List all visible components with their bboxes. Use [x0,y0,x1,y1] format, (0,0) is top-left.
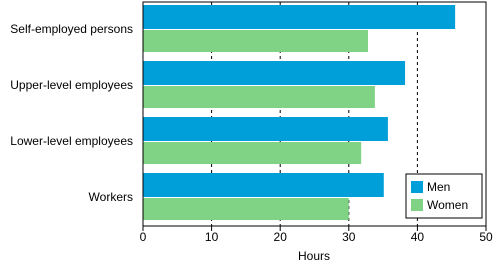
bar [143,5,456,29]
x-axis-label: Hours [298,249,330,263]
bar [143,61,406,85]
x-tick-label: 40 [411,230,425,244]
y-tick-label: Lower-level employees [10,134,133,148]
bar [143,86,375,108]
bar [143,30,369,52]
y-tick-label: Upper-level employees [10,78,133,92]
plot-frame [142,1,487,227]
x-tick-label: 20 [274,230,288,244]
y-tick-label: Self-employed persons [10,22,133,36]
x-tick-label: 10 [205,230,219,244]
x-tick-label: 0 [140,230,147,244]
bar [143,117,388,141]
bar [143,198,349,220]
bar [143,173,384,197]
legend-swatch [411,181,423,193]
bar [143,142,362,164]
x-tick-label: 30 [342,230,356,244]
legend-label: Men [427,180,450,194]
legend-label: Women [427,198,468,212]
y-tick-label: Workers [89,190,133,204]
x-tick-label: 50 [479,230,493,244]
legend-swatch [411,199,423,211]
